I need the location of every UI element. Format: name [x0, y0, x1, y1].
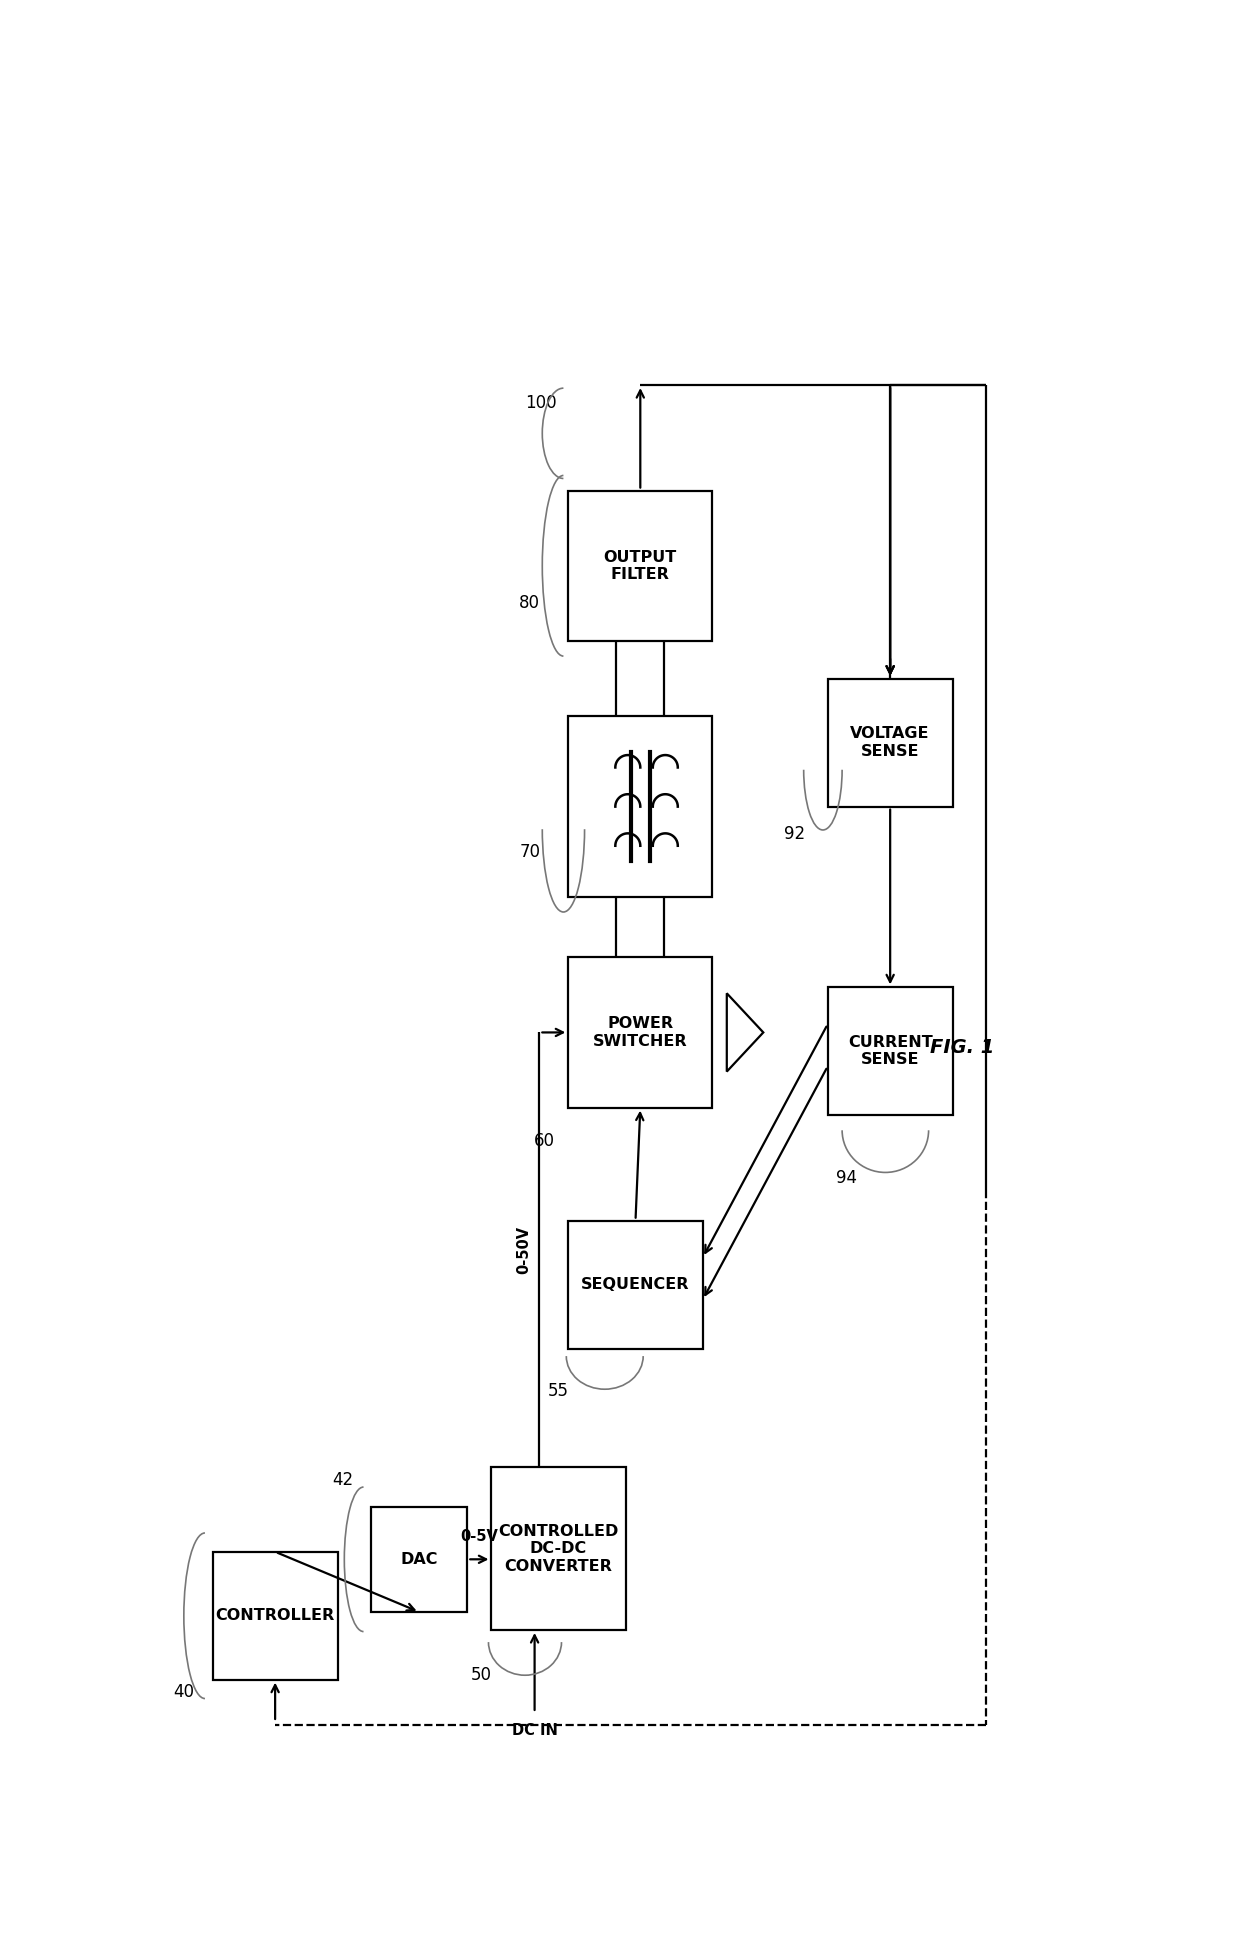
Text: DC IN: DC IN [512, 1724, 558, 1738]
Text: 0-5V: 0-5V [460, 1529, 498, 1544]
Text: FIG. 1: FIG. 1 [930, 1038, 994, 1058]
Bar [568, 1220, 703, 1349]
Bar [568, 491, 712, 641]
Bar [371, 1507, 467, 1613]
Text: 50: 50 [471, 1666, 492, 1683]
Bar [491, 1468, 626, 1630]
Bar [213, 1552, 337, 1679]
Text: SEQUENCER: SEQUENCER [582, 1277, 689, 1292]
Text: 80: 80 [520, 594, 541, 612]
Bar [828, 678, 952, 807]
Text: 92: 92 [784, 825, 805, 843]
Text: CONTROLLED
DC-DC
CONVERTER: CONTROLLED DC-DC CONVERTER [498, 1523, 619, 1574]
Bar [568, 958, 712, 1108]
Text: OUTPUT
FILTER: OUTPUT FILTER [604, 549, 677, 583]
Bar [568, 716, 712, 897]
Bar [828, 987, 952, 1114]
Text: VOLTAGE
SENSE: VOLTAGE SENSE [851, 727, 930, 759]
Text: 94: 94 [837, 1169, 857, 1187]
Polygon shape [727, 993, 764, 1071]
Text: 100: 100 [526, 395, 557, 413]
Text: 40: 40 [174, 1683, 195, 1701]
Text: CONTROLLER: CONTROLLER [216, 1609, 335, 1623]
Text: 0-50V: 0-50V [517, 1226, 532, 1275]
Text: POWER
SWITCHER: POWER SWITCHER [593, 1017, 688, 1048]
Text: 42: 42 [332, 1470, 353, 1488]
Text: CURRENT
SENSE: CURRENT SENSE [848, 1034, 932, 1067]
Text: 60: 60 [533, 1132, 554, 1150]
Text: 55: 55 [548, 1382, 569, 1400]
Text: 70: 70 [520, 843, 541, 860]
Text: DAC: DAC [401, 1552, 438, 1566]
